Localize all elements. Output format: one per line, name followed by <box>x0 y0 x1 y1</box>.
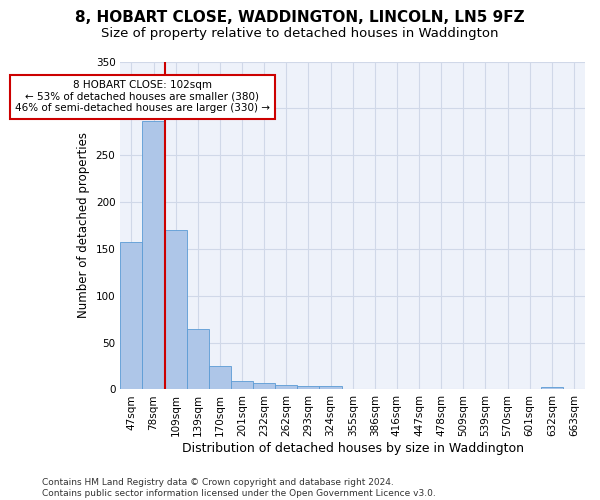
Bar <box>231 381 253 390</box>
Bar <box>253 383 275 390</box>
Text: 8 HOBART CLOSE: 102sqm
← 53% of detached houses are smaller (380)
46% of semi-de: 8 HOBART CLOSE: 102sqm ← 53% of detached… <box>15 80 270 114</box>
X-axis label: Distribution of detached houses by size in Waddington: Distribution of detached houses by size … <box>182 442 524 455</box>
Text: Size of property relative to detached houses in Waddington: Size of property relative to detached ho… <box>101 28 499 40</box>
Text: 8, HOBART CLOSE, WADDINGTON, LINCOLN, LN5 9FZ: 8, HOBART CLOSE, WADDINGTON, LINCOLN, LN… <box>75 10 525 25</box>
Text: Contains HM Land Registry data © Crown copyright and database right 2024.
Contai: Contains HM Land Registry data © Crown c… <box>42 478 436 498</box>
Y-axis label: Number of detached properties: Number of detached properties <box>77 132 90 318</box>
Bar <box>142 120 164 390</box>
Bar <box>164 230 187 390</box>
Bar <box>541 386 563 390</box>
Bar <box>298 386 319 390</box>
Bar <box>187 328 209 390</box>
Bar <box>209 366 231 390</box>
Bar <box>275 385 298 390</box>
Bar <box>121 242 142 390</box>
Bar <box>319 386 341 390</box>
